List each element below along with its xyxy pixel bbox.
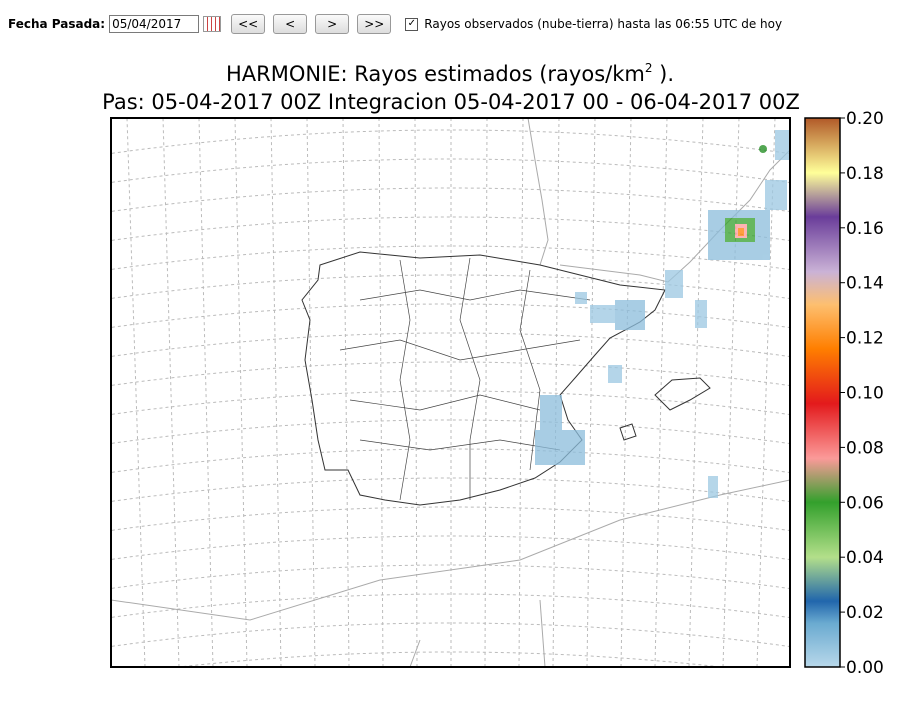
border-line (527, 118, 790, 283)
map-frame (110, 117, 791, 668)
colorbar-tick-label: 0.06 (846, 493, 884, 513)
colorbar-tick-label: 0.04 (846, 548, 884, 568)
meridian (55, 118, 77, 667)
map-title: HARMONIE: Rayos estimados (rayos/km2 ). (226, 61, 674, 86)
checkbox-label: Rayos observados (nube-tierra) hasta las… (424, 17, 783, 31)
parallel (174, 651, 726, 667)
parallel (111, 535, 790, 561)
meridian (654, 118, 668, 667)
colorbar-tick-label: 0.16 (846, 219, 884, 239)
nav-button[interactable]: > (315, 14, 350, 34)
title-text: HARMONIE: Rayos estimados (rayos/km (226, 62, 645, 86)
colorbar-tick-label: 0.02 (846, 603, 884, 623)
parallel (111, 564, 790, 590)
meridian (19, 118, 43, 667)
meridian (791, 118, 811, 667)
meridian (552, 118, 560, 667)
parallel (111, 158, 790, 184)
parallel (111, 129, 790, 155)
meridian (859, 118, 883, 667)
parallel (111, 361, 790, 387)
land (111, 118, 790, 667)
balearic-islands (619, 377, 711, 441)
province-borders (339, 257, 591, 501)
meridian (484, 118, 488, 667)
colorbar (804, 117, 841, 668)
meridian (620, 118, 632, 667)
meridian (586, 118, 596, 667)
parallel (111, 419, 790, 445)
colorbar-tick-label: 0.12 (846, 329, 884, 349)
map-subtitle: Pas: 05-04-2017 00Z Integracion 05-04-20… (102, 90, 800, 114)
lightning-field (535, 130, 789, 498)
toolbar: Fecha Pasada: 05/04/2017 << < > >> ✓ Ray… (8, 12, 782, 36)
parallel (111, 593, 790, 619)
parallel (111, 506, 790, 532)
meridian (893, 118, 918, 667)
meridian (126, 118, 146, 667)
calendar-button[interactable] (203, 16, 222, 32)
parallel (111, 303, 790, 329)
iberia-coast (301, 251, 666, 506)
colorbar-tick-label: 0.18 (846, 164, 884, 184)
date-label: Fecha Pasada: (8, 17, 106, 31)
title-superscript: 2 (645, 61, 653, 75)
meridian (306, 118, 316, 667)
parallel (111, 187, 790, 213)
meridian (162, 118, 180, 667)
parallel (111, 274, 790, 300)
colorbar-ticks: 0.20 0.18 0.16 0.14 0.12 0.10 0.08 0.06 0.04 0.02… (840, 109, 884, 678)
checkbox[interactable]: ✓ (405, 17, 419, 31)
meridian (414, 118, 418, 667)
parallel (111, 448, 790, 474)
colorbar-tick-label: 0.14 (846, 274, 884, 294)
meridian (111, 653, 112, 667)
meridian (270, 118, 282, 667)
date-input[interactable]: 05/04/2017 (109, 15, 200, 33)
parallel (111, 216, 790, 242)
parallel (111, 477, 790, 503)
nav-button[interactable]: << (231, 14, 266, 34)
parallel (111, 245, 790, 271)
meridian (342, 118, 350, 667)
meridian (234, 118, 248, 667)
parallel (111, 622, 790, 648)
parallel (111, 332, 790, 358)
meridian (198, 118, 214, 667)
meridian (825, 118, 847, 667)
meridian (0, 118, 9, 667)
parallel (111, 390, 790, 416)
meridian (378, 118, 384, 667)
meridian (722, 118, 740, 667)
nav-button[interactable]: < (273, 14, 308, 34)
meridian (518, 118, 524, 667)
africa-coast (111, 479, 790, 667)
meridian (688, 118, 704, 667)
parallel (100, 681, 800, 701)
graticule (0, 118, 918, 701)
colorbar-tick-label: 0.08 (846, 438, 884, 458)
colorbar-tick-label: 0.10 (846, 384, 884, 404)
title-text: ). (652, 62, 674, 86)
colorbar-tick-label: 0.20 (846, 109, 884, 129)
nav-button[interactable]: >> (357, 14, 392, 34)
colorbar-tick-label: 0.00 (846, 658, 884, 678)
meridian (756, 118, 776, 667)
